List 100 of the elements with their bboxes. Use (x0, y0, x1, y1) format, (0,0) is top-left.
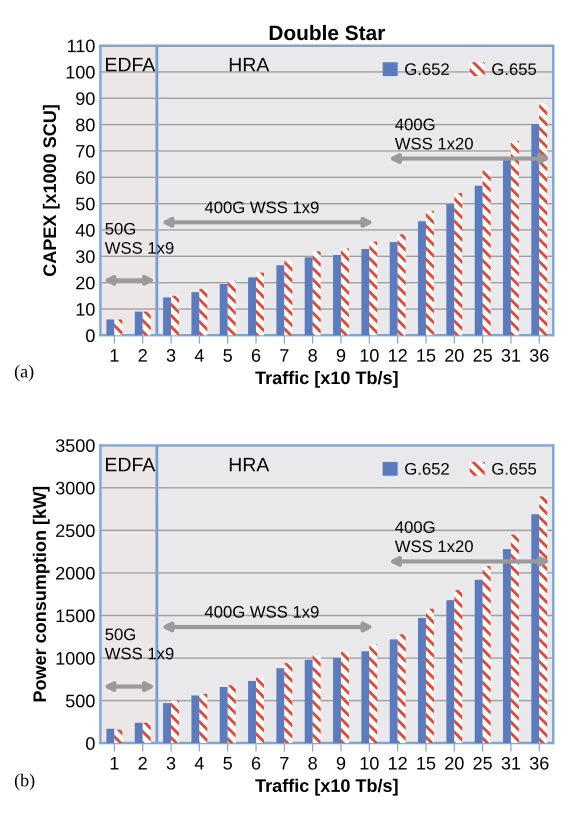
bar (418, 618, 426, 744)
x-tick-label: 5 (223, 349, 232, 362)
bar (446, 600, 454, 744)
x-tick-label: 9 (336, 349, 346, 362)
bar (340, 248, 349, 336)
y-axis-title: Power consumption [kW] (32, 486, 50, 702)
annotation: 50G WSS 1x9 (104, 222, 174, 254)
bar (220, 687, 228, 744)
bar (390, 242, 398, 336)
bar (454, 193, 462, 336)
annotation: 400G WSS 1x20 (394, 118, 473, 150)
bar (398, 234, 406, 336)
band-label: EDFA (106, 458, 156, 472)
bar (418, 221, 426, 336)
y-tick-label: 2500 (56, 524, 95, 538)
x-tick-label: 36 (530, 349, 549, 362)
bar (474, 580, 483, 744)
x-tick-label: 20 (445, 349, 464, 362)
bar (134, 722, 143, 744)
band-label: EDFA (106, 58, 156, 72)
x-tick-label: 2 (138, 349, 147, 362)
bar (171, 296, 179, 336)
x-tick-label: 1 (110, 757, 119, 770)
bar (361, 248, 370, 336)
x-tick-label: 12 (388, 756, 407, 770)
y-tick-label: 500 (66, 694, 95, 708)
bar (531, 514, 540, 744)
y-tick-label: 60 (76, 171, 95, 184)
bar (142, 312, 151, 336)
bar (304, 660, 313, 744)
bar (256, 678, 264, 744)
bar (220, 284, 228, 336)
y-tick-label: 90 (76, 92, 95, 105)
bar (510, 140, 519, 336)
bar (503, 549, 511, 744)
bar (114, 730, 122, 744)
x-tick-label: 6 (252, 349, 260, 362)
bar (426, 608, 434, 744)
y-tick-label: 110 (68, 40, 95, 52)
x-tick-label: 8 (308, 349, 317, 362)
bar (199, 694, 208, 744)
y-tick-label: 20 (76, 276, 95, 290)
y-tick-label: 0 (86, 737, 95, 750)
x-tick-label: 10 (360, 756, 379, 770)
x-tick-label: 31 (502, 349, 520, 362)
bar (163, 703, 172, 744)
y-tick-label: 40 (76, 224, 95, 237)
band-label: HRA (230, 458, 270, 472)
band-label: HRA (230, 58, 270, 72)
x-tick-label: 36 (530, 756, 549, 770)
x-tick-label: 7 (280, 757, 288, 770)
annotation: 400G WSS 1x9 (204, 201, 319, 214)
bar (142, 722, 151, 744)
y-tick-label: 1500 (56, 609, 95, 622)
x-tick-label: 8 (308, 756, 317, 770)
bar (474, 186, 483, 336)
x-tick-label: 15 (417, 757, 436, 770)
bar (284, 663, 292, 744)
bar (333, 255, 341, 336)
y-tick-label: 80 (76, 118, 95, 132)
y-tick-label: 3500 (56, 439, 95, 452)
bar (171, 700, 179, 744)
bar (114, 320, 122, 336)
bar (106, 320, 114, 336)
legend-label: G.652 (405, 63, 449, 76)
bar (228, 280, 236, 336)
bar (191, 292, 200, 336)
bar (312, 656, 321, 744)
annotation: 400G WSS 1x9 (204, 606, 319, 618)
bar (369, 644, 378, 744)
text: (b) (14, 774, 34, 790)
bar (228, 685, 236, 744)
bar (304, 257, 313, 336)
bar (256, 272, 264, 336)
legend-label: G.655 (492, 462, 536, 475)
bar (482, 566, 491, 744)
x-tick-label: 25 (473, 756, 492, 770)
x-tick-label: 4 (194, 757, 204, 770)
text: (a) (14, 364, 34, 382)
bar (446, 204, 454, 336)
bar (390, 639, 398, 744)
x-tick-label: 12 (388, 349, 407, 362)
bar (361, 651, 370, 744)
bar (510, 534, 519, 744)
annotation: 400G WSS 1x20 (394, 521, 473, 552)
x-tick-label: 20 (445, 756, 464, 770)
bar (276, 668, 284, 744)
chart-title: Double Star (270, 24, 385, 40)
y-tick-label: 1000 (56, 652, 95, 665)
x-tick-label: 31 (502, 756, 520, 770)
legend-label: G.652 (405, 462, 449, 475)
x-tick-label: 7 (280, 349, 288, 362)
y-tick-label: 10 (76, 302, 95, 316)
bar (191, 696, 200, 744)
bar (248, 681, 256, 744)
y-tick-label: 0 (86, 329, 95, 342)
x-axis-title: Traffic [x10 Tb/s] (255, 370, 398, 388)
bar (482, 170, 491, 336)
bar (454, 590, 462, 744)
bar (369, 242, 378, 336)
